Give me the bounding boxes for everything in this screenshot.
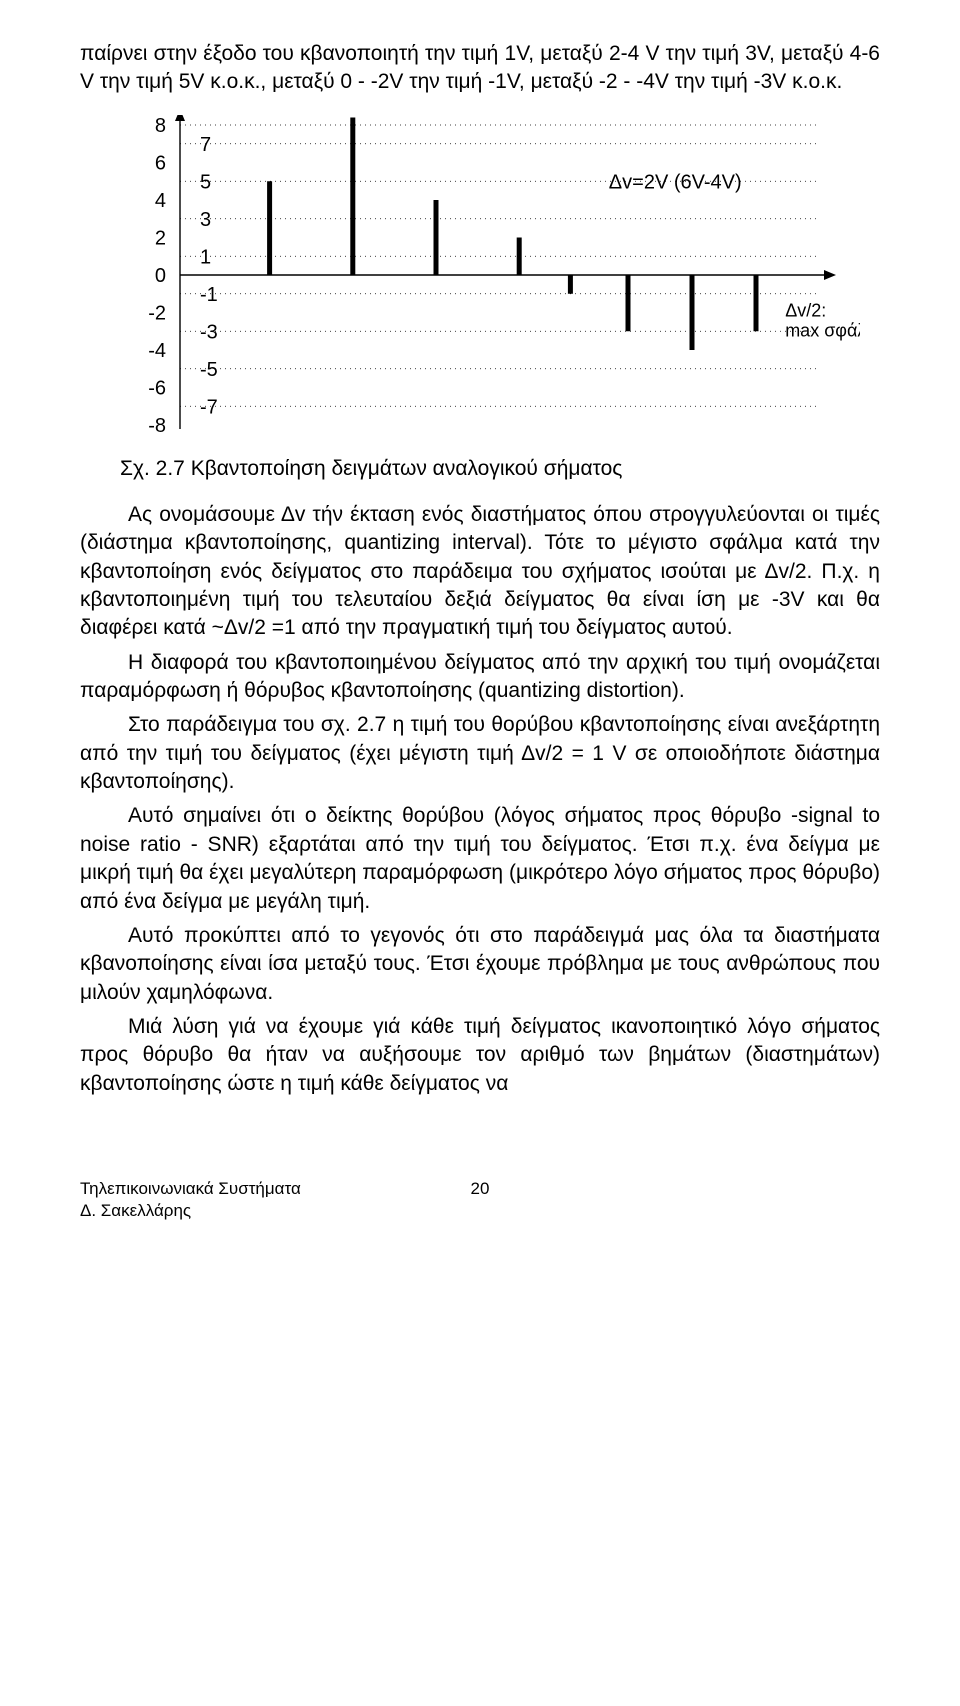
svg-text:3: 3	[200, 208, 211, 230]
svg-text:max σφάλμα: max σφάλμα	[785, 320, 860, 340]
body-p3: Στο παράδειγμα του σχ. 2.7 η τιμή του θο…	[80, 711, 880, 796]
svg-text:4: 4	[155, 190, 166, 212]
footer-author: Δ. Σακελλάρης	[80, 1200, 301, 1222]
svg-text:Δv=2V (6V-4V): Δv=2V (6V-4V)	[609, 171, 742, 193]
footer-title: Τηλεπικοινωνιακά Συστήματα	[80, 1178, 301, 1200]
svg-text:5: 5	[200, 171, 211, 193]
quantization-chart: 8 6 4 2 0 -2 -4 -6 -8 7 5 3 1 -1 -3 -5 -7 Δv=2V (6V-4V) Δv…	[120, 115, 880, 445]
svg-text:-7: -7	[200, 396, 218, 418]
body-p5: Αυτό προκύπτει από το γεγονός ότι στο πα…	[80, 922, 880, 1007]
svg-text:Δv/2:: Δv/2:	[785, 300, 826, 320]
svg-text:2: 2	[155, 227, 166, 249]
body-p2: Η διαφορά του κβαντοποιημένου δείγματος …	[80, 649, 880, 706]
svg-text:6: 6	[155, 152, 166, 174]
page-footer: Τηλεπικοινωνιακά Συστήματα Δ. Σακελλάρης…	[80, 1178, 880, 1222]
svg-text:0: 0	[155, 265, 166, 287]
chart-svg: 8 6 4 2 0 -2 -4 -6 -8 7 5 3 1 -1 -3 -5 -7 Δv=2V (6V-4V) Δv…	[120, 115, 860, 445]
svg-text:-2: -2	[148, 302, 166, 324]
svg-text:-4: -4	[148, 340, 166, 362]
svg-text:8: 8	[155, 115, 166, 137]
intro-text: παίρνει στην έξοδο του κβανοποιητή την τ…	[80, 40, 880, 97]
footer-left: Τηλεπικοινωνιακά Συστήματα Δ. Σακελλάρης	[80, 1178, 301, 1222]
chart-caption: Σχ. 2.7 Κβαντοποίηση δειγμάτων αναλογικο…	[120, 455, 880, 483]
body-p1: Ας ονομάσουμε Δv τήν έκταση ενός διαστήμ…	[80, 501, 880, 643]
footer-page-number: 20	[471, 1178, 490, 1201]
svg-text:-1: -1	[200, 283, 218, 305]
svg-text:-8: -8	[148, 415, 166, 437]
svg-text:1: 1	[200, 246, 211, 268]
svg-text:-6: -6	[148, 377, 166, 399]
body-p4: Αυτό σημαίνει ότι ο δείκτης θορύβου (λόγ…	[80, 802, 880, 915]
svg-text:-5: -5	[200, 358, 218, 380]
svg-text:-3: -3	[200, 321, 218, 343]
svg-text:7: 7	[200, 133, 211, 155]
body-p6: Μιά λύση γιά να έχουμε γιά κάθε τιμή δεί…	[80, 1013, 880, 1098]
